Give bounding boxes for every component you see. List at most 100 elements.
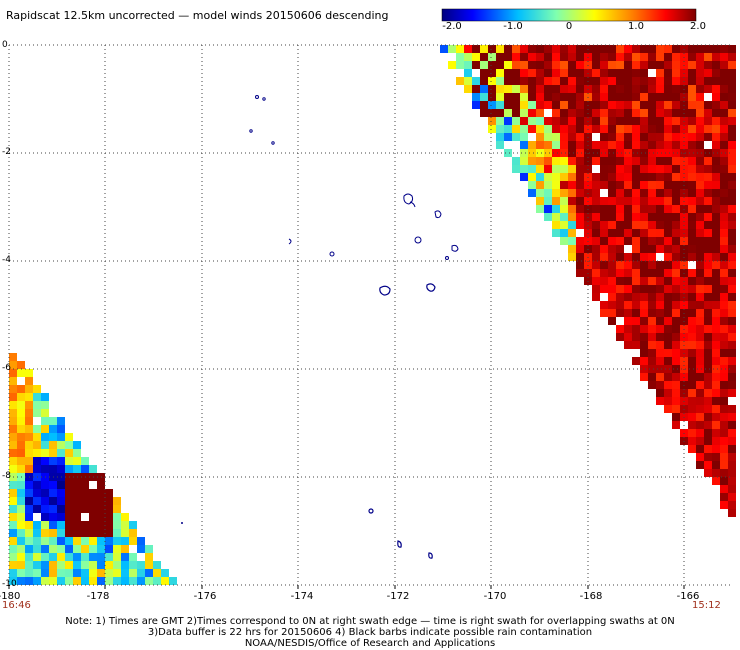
swath-cell (672, 253, 680, 261)
swath-layer (9, 45, 736, 585)
swath-cell (712, 381, 720, 389)
swath-cell (17, 369, 25, 377)
swath-cell (456, 45, 464, 53)
swath-cell (624, 125, 632, 133)
swath-cell (592, 205, 600, 213)
swath-cell (656, 61, 664, 69)
swath-cell (696, 349, 704, 357)
swath-cell (552, 125, 560, 133)
swath-cell (640, 93, 648, 101)
swath-cell (560, 205, 568, 213)
swath-cell (672, 165, 680, 173)
swath-cell (528, 117, 536, 125)
latitude-tick-label: -8 (2, 471, 11, 481)
swath-cell (105, 553, 113, 561)
swath-cell (664, 245, 672, 253)
swath-cell (608, 317, 616, 325)
swath-cell (528, 53, 536, 61)
swath-cell (520, 165, 528, 173)
swath-cell (704, 389, 712, 397)
swath-cell (672, 197, 680, 205)
swath-cell (672, 69, 680, 77)
swath-cell (624, 45, 632, 53)
swath-cell (704, 221, 712, 229)
swath-cell (688, 357, 696, 365)
swath-cell (17, 513, 25, 521)
swath-cell (704, 437, 712, 445)
swath-cell (624, 229, 632, 237)
swath-cell (480, 101, 488, 109)
swath-cell (712, 325, 720, 333)
swath-cell (720, 165, 728, 173)
swath-cell (9, 529, 17, 537)
swath-cell (600, 157, 608, 165)
swath-cell (520, 77, 528, 85)
swath-cell (25, 409, 33, 417)
swath-cell (89, 521, 97, 529)
swath-cell (137, 569, 145, 577)
swath-cell (536, 157, 544, 165)
swath-cell (704, 309, 712, 317)
swath-cell (472, 61, 480, 69)
swath-cell (720, 221, 728, 229)
island-outline (368, 508, 374, 514)
swath-cell (712, 149, 720, 157)
swath-cell (600, 221, 608, 229)
swath-cell (25, 553, 33, 561)
swath-cell (704, 205, 712, 213)
swath-cell (9, 553, 17, 561)
swath-cell (592, 189, 600, 197)
swath-cell (616, 213, 624, 221)
swath-cell (17, 401, 25, 409)
swath-cell (712, 253, 720, 261)
swath-cell (65, 481, 73, 489)
swath-cell (41, 561, 49, 569)
swath-cell (41, 537, 49, 545)
swath-cell (121, 513, 129, 521)
swath-cell (528, 69, 536, 77)
swath-cell (57, 489, 65, 497)
swath-cell (624, 141, 632, 149)
swath-cell (49, 425, 57, 433)
swath-cell (656, 53, 664, 61)
swath-cell (17, 553, 25, 561)
swath-cell (656, 117, 664, 125)
swath-cell (33, 537, 41, 545)
swath-cell (688, 117, 696, 125)
swath-cell (512, 61, 520, 69)
swath-cell (33, 569, 41, 577)
swath-cell (624, 237, 632, 245)
swath-cell (704, 421, 712, 429)
swath-cell (153, 561, 161, 569)
swath-cell (632, 133, 640, 141)
swath-cell (480, 69, 488, 77)
swath-cell (704, 237, 712, 245)
swath-cell (528, 61, 536, 69)
swath-cell (25, 449, 33, 457)
swath-cell (544, 77, 552, 85)
swath-cell (568, 197, 576, 205)
swath-cell (161, 569, 169, 577)
swath-cell (480, 109, 488, 117)
swath-cell (49, 577, 57, 585)
swath-cell (73, 521, 81, 529)
swath-cell (648, 269, 656, 277)
swath-cell (600, 269, 608, 277)
swath-cell (600, 205, 608, 213)
swath-cell (592, 141, 600, 149)
swath-cell (656, 269, 664, 277)
swath-cell (632, 277, 640, 285)
swath-cell (624, 293, 632, 301)
swath-cell (41, 393, 49, 401)
swath-cell (496, 133, 504, 141)
swath-cell (33, 449, 41, 457)
swath-cell (560, 165, 568, 173)
swath-cell (640, 357, 648, 365)
swath-cell (504, 85, 512, 93)
swath-cell (512, 93, 520, 101)
swath-cell (656, 357, 664, 365)
swath-cell (552, 69, 560, 77)
swath-cell (720, 341, 728, 349)
swath-cell (65, 537, 73, 545)
swath-cell (544, 173, 552, 181)
